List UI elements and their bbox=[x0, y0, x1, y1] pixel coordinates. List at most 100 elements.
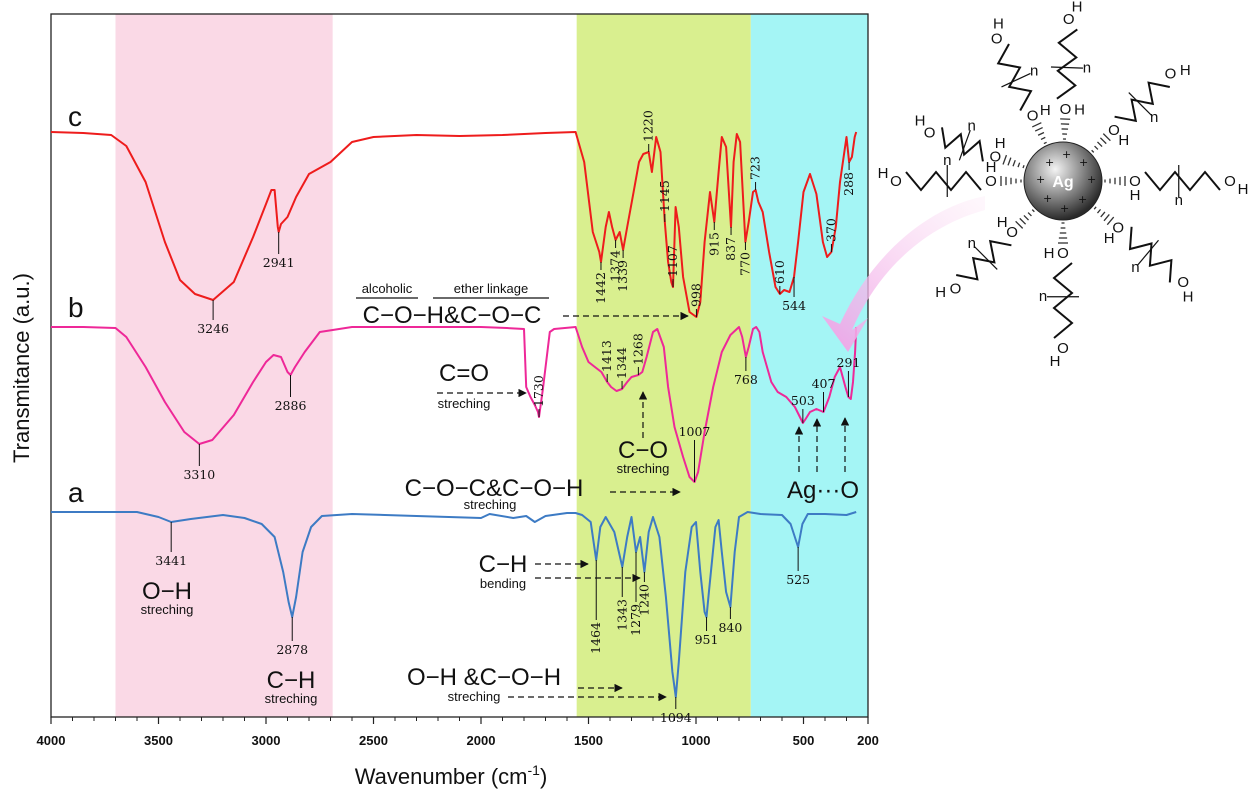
series-lines bbox=[50, 131, 858, 698]
atom-o: O bbox=[890, 173, 902, 190]
peak-label: 1343 bbox=[614, 599, 629, 631]
atom-o: O bbox=[1057, 245, 1069, 262]
atom-h: H bbox=[993, 16, 1004, 33]
svg-text:+: + bbox=[1045, 156, 1054, 169]
peak-label: 610 bbox=[772, 260, 787, 284]
peak-label: 1268 bbox=[630, 333, 645, 365]
series-line-c bbox=[50, 131, 858, 318]
peak-label: 407 bbox=[812, 376, 836, 391]
atom-h: H bbox=[1130, 187, 1141, 204]
band-2 bbox=[750, 14, 868, 717]
atom-o: O bbox=[1224, 173, 1236, 190]
atom-h: H bbox=[878, 165, 889, 182]
peak-label: 544 bbox=[782, 298, 806, 313]
alcoholic-label: alcoholic bbox=[362, 281, 413, 296]
peak-label: 723 bbox=[748, 156, 763, 180]
peak-c-1374: 1374 bbox=[608, 240, 623, 282]
peak-c-1107: 1107 bbox=[665, 245, 680, 287]
peak-c-544: 544 bbox=[782, 277, 806, 313]
series-label-b: b bbox=[68, 292, 84, 323]
ch-str-label: C−H bbox=[267, 667, 316, 694]
atom-o: O bbox=[1063, 11, 1075, 28]
peak-label: 2878 bbox=[276, 642, 308, 657]
peak-b-1344: 1344 bbox=[614, 347, 629, 389]
ag-sphere bbox=[1023, 141, 1103, 221]
atom-o: O bbox=[1006, 224, 1018, 241]
ag-charges: +++ + ++ ++ bbox=[1036, 148, 1096, 215]
series-label-c: c bbox=[68, 101, 82, 132]
peak-label: 1220 bbox=[641, 110, 656, 142]
svg-text:+: + bbox=[1079, 156, 1088, 169]
ag-nanoparticle: Ag +++ + ++ ++ bbox=[1023, 141, 1103, 221]
peak-label: 770 bbox=[737, 252, 752, 276]
peak-label: 915 bbox=[706, 232, 721, 256]
atom-o: O bbox=[1027, 108, 1039, 125]
svg-text:+: + bbox=[1036, 173, 1045, 186]
peak-label: 1464 bbox=[588, 622, 603, 654]
peak-label: 837 bbox=[723, 237, 738, 261]
svg-text:+: + bbox=[1087, 173, 1096, 186]
atom-h: H bbox=[935, 284, 946, 301]
peak-c-915: 915 bbox=[706, 222, 721, 256]
peak-c-3246: 3246 bbox=[197, 300, 229, 336]
x-tick-label-500: 500 bbox=[793, 733, 815, 748]
atom-h: H bbox=[1074, 102, 1085, 119]
x-tick-label-3500: 3500 bbox=[144, 733, 173, 748]
peak-c-723: 723 bbox=[748, 156, 763, 190]
svg-text:+: + bbox=[1062, 148, 1071, 161]
ch-str-sub: streching bbox=[265, 691, 318, 706]
atom-h: H bbox=[995, 135, 1006, 152]
x-tick-label-1000: 1000 bbox=[682, 733, 711, 748]
atom-h: H bbox=[1183, 288, 1194, 305]
y-axis-label: Transmitance (a.u.) bbox=[9, 273, 34, 463]
peak-label: 1339 bbox=[615, 260, 630, 292]
peak-b-503: 503 bbox=[791, 393, 815, 423]
peak-c-1220: 1220 bbox=[641, 110, 656, 152]
peak-a-1343: 1343 bbox=[614, 567, 629, 631]
peak-b-291: 291 bbox=[837, 355, 860, 397]
atom-o: O bbox=[924, 124, 936, 141]
peak-label: 951 bbox=[695, 632, 719, 647]
highlight-bands bbox=[115, 14, 868, 717]
svg-text:+: + bbox=[1060, 202, 1069, 215]
x-axis-label: Wavenumber (cm-1) bbox=[355, 762, 548, 789]
oh-coh-label: O−H &C−O−H bbox=[407, 664, 561, 691]
oh-str-label: O−H bbox=[142, 578, 192, 605]
peak-label: 1442 bbox=[593, 272, 608, 304]
x-tick-label-200: 200 bbox=[857, 733, 879, 748]
peak-label: 1374 bbox=[608, 250, 623, 282]
atom-o: O bbox=[1129, 173, 1141, 190]
peak-a-1464: 1464 bbox=[588, 560, 603, 654]
peak-a-1094: 1094 bbox=[660, 697, 692, 725]
peak-label: 768 bbox=[734, 372, 758, 387]
peak-c-770: 770 bbox=[737, 242, 752, 276]
peak-label: 503 bbox=[791, 393, 815, 408]
atom-o: O bbox=[1165, 66, 1177, 83]
ether-linkage-label: ether linkage bbox=[454, 281, 528, 296]
repeat-n: n bbox=[1030, 63, 1038, 80]
atom-o: O bbox=[990, 148, 1002, 165]
pink-curved-arrow bbox=[822, 196, 985, 352]
series-line-b bbox=[51, 326, 858, 483]
peak-b-3310: 3310 bbox=[183, 444, 215, 482]
peak-b-768: 768 bbox=[734, 357, 758, 387]
atom-h: H bbox=[997, 214, 1008, 231]
atom-h: H bbox=[1072, 0, 1083, 15]
ag-label: Ag bbox=[1052, 174, 1073, 191]
atom-o: O bbox=[1112, 219, 1124, 236]
peak-c-370: 370 bbox=[823, 218, 838, 252]
peak-label: 1145 bbox=[657, 180, 672, 212]
coc-coh-sub: streching bbox=[464, 497, 517, 512]
repeat-n: n bbox=[1083, 59, 1091, 76]
atom-o: O bbox=[1177, 274, 1189, 291]
x-tick-label-1500: 1500 bbox=[574, 733, 603, 748]
atom-h: H bbox=[1118, 132, 1129, 149]
repeat-n: n bbox=[1131, 259, 1139, 276]
peak-label: 1094 bbox=[660, 710, 692, 725]
ch-bend-sub: bending bbox=[480, 576, 526, 591]
x-axis-ticks: 4000 3500 3000 2500 2000 1500 1000 500 200 bbox=[37, 717, 879, 748]
